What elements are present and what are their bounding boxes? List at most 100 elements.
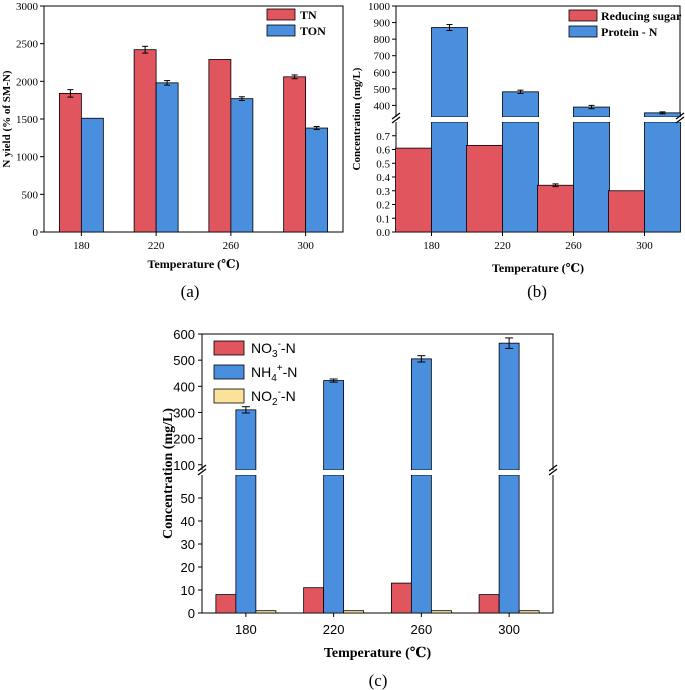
bar-no2-n-180 — [255, 610, 277, 614]
y-tick-label: 0.5 — [376, 158, 390, 170]
x-tick-label: 260 — [565, 240, 582, 252]
legend-label-sub: 2 — [272, 397, 278, 408]
chart-a: 0 500 1000 1500 2000 2500 3000 180 220 260 300 Temp… — [1, 1, 344, 301]
bar-tn-260 — [208, 59, 232, 233]
y-tick-label: 0 — [33, 227, 39, 239]
y-axis-title: Concentration (mg/L) — [351, 67, 363, 170]
y-tick-label: 20 — [181, 560, 195, 575]
legend-label-tail: -N — [283, 364, 298, 380]
bar-nh4-n-lower-180 — [235, 474, 257, 614]
y-tick-label: 900 — [374, 18, 391, 30]
y-tick-label: 300 — [173, 405, 195, 420]
y-tick-label: 1000 — [368, 1, 391, 13]
legend-label-nh4-n: NH4+-N — [251, 363, 297, 384]
bar-ton-220 — [155, 82, 179, 233]
y-tick-label: 400 — [374, 100, 391, 112]
legend-swatch-no2-n — [213, 388, 245, 404]
legend-swatch-no3-n — [213, 340, 245, 356]
legend: Reducing sugar Protein - N — [568, 9, 682, 39]
y-tick-label: 600 — [374, 67, 391, 79]
y-tick-label: 0.6 — [376, 145, 390, 157]
axis-break-right-b — [675, 116, 685, 124]
bar-reducing-sugar-300 — [608, 190, 645, 233]
bar-protein-n-upper-180 — [431, 27, 468, 118]
legend-label-no2-n: NO2--N — [251, 387, 296, 408]
legend-label-ton: TON — [300, 24, 326, 38]
y-tick-label: 800 — [374, 34, 391, 46]
x-tick-label: 300 — [636, 240, 653, 252]
legend-label-main: NH — [251, 364, 271, 380]
y-tick-label: 500 — [22, 189, 39, 201]
legend-label-no3-n: NO3--N — [251, 339, 296, 360]
panel-label: (c) — [369, 671, 388, 690]
y-tick-label: 500 — [173, 353, 195, 368]
bar-protein-n-lower-180 — [431, 121, 468, 233]
x-tick-label: 220 — [323, 622, 345, 637]
legend-label-sup: - — [278, 387, 281, 398]
y-tick-label: 0.0 — [376, 227, 390, 239]
y-tick-label: 1000 — [16, 152, 39, 164]
x-axis-title: Temperature (℃) — [492, 261, 584, 275]
x-tick-label: 180 — [235, 622, 257, 637]
bar-ton-300 — [305, 127, 329, 233]
axis-break-left-b — [391, 116, 401, 124]
bar-protein-n-upper-220 — [502, 91, 539, 118]
legend-swatch-reducing-sugar — [568, 9, 598, 22]
y-tick-label: 10 — [181, 583, 195, 598]
bar-no2-n-300 — [518, 610, 540, 614]
axis-break-band — [395, 117, 681, 122]
x-tick-label: 220 — [148, 240, 165, 252]
bar-ton-260 — [230, 98, 254, 233]
panel-label: (b) — [527, 282, 547, 301]
bar-reducing-sugar-260 — [537, 184, 574, 233]
chart-c: 0 10 20 30 40 50 100 200 300 400 500 600 180 220 260 30… — [161, 327, 558, 690]
bar-no3-n-180 — [215, 594, 237, 614]
y-tick-label: 500 — [374, 84, 391, 96]
y-tick-label: 200 — [173, 432, 195, 447]
chart-b: 0.0 0.10.2 0.3 0.4 0.50.6 0.7 400 500 600 700 800 9… — [351, 1, 685, 301]
bar-protein-n-lower-300 — [644, 121, 681, 233]
legend-label-reducing-sugar: Reducing sugar — [601, 9, 682, 23]
axis-break-left-a — [391, 112, 401, 120]
bar-reducing-sugar-180 — [395, 147, 432, 233]
bar-no3-n-220 — [303, 587, 325, 614]
legend-label-main: NO — [251, 340, 272, 356]
y-tick-label: 2000 — [16, 76, 39, 88]
axis-break-left-b — [197, 468, 207, 476]
bar-protein-n-lower-260 — [573, 121, 610, 233]
x-tick-label: 180 — [73, 240, 90, 252]
axis-break-right-a — [548, 464, 558, 472]
legend-swatch-tn — [266, 8, 296, 21]
bar-tn-180 — [58, 92, 82, 233]
bar-nh4-n-lower-260 — [410, 474, 432, 614]
legend: TN TON — [266, 8, 326, 38]
y-tick-label: 0.1 — [376, 213, 390, 225]
bar-ton-180 — [80, 117, 104, 233]
y-tick-label: 400 — [173, 379, 195, 394]
legend-label-tn: TN — [300, 8, 317, 22]
bar-protein-n-lower-220 — [502, 121, 539, 233]
panel-label: (a) — [181, 282, 200, 301]
x-tick-label: 260 — [411, 622, 433, 637]
x-tick-label: 220 — [494, 240, 511, 252]
y-tick-label: 2500 — [16, 39, 39, 51]
bar-nh4-n-upper-300 — [498, 342, 520, 471]
y-tick-label: 0.2 — [376, 200, 390, 212]
y-tick-label: 40 — [181, 514, 195, 529]
x-axis-title: Temperature (℃) — [324, 646, 432, 661]
y-tick-label: 1500 — [16, 114, 39, 126]
y-tick-label: 0.4 — [376, 172, 390, 184]
legend-label-sub: 3 — [272, 349, 278, 360]
y-tick-label: 0.7 — [376, 131, 390, 143]
legend-label-tail: -N — [281, 388, 296, 404]
x-tick-label: 260 — [223, 240, 240, 252]
bar-no3-n-300 — [478, 594, 500, 614]
bar-nh4-n-lower-300 — [498, 474, 520, 614]
axis-break-band — [201, 470, 554, 475]
legend-swatch-nh4-n — [213, 364, 245, 380]
y-tick-label: 0 — [188, 606, 195, 621]
bar-nh4-n-lower-220 — [323, 474, 345, 614]
bar-nh4-n-upper-260 — [410, 358, 432, 471]
bar-nh4-n-upper-180 — [235, 409, 257, 471]
